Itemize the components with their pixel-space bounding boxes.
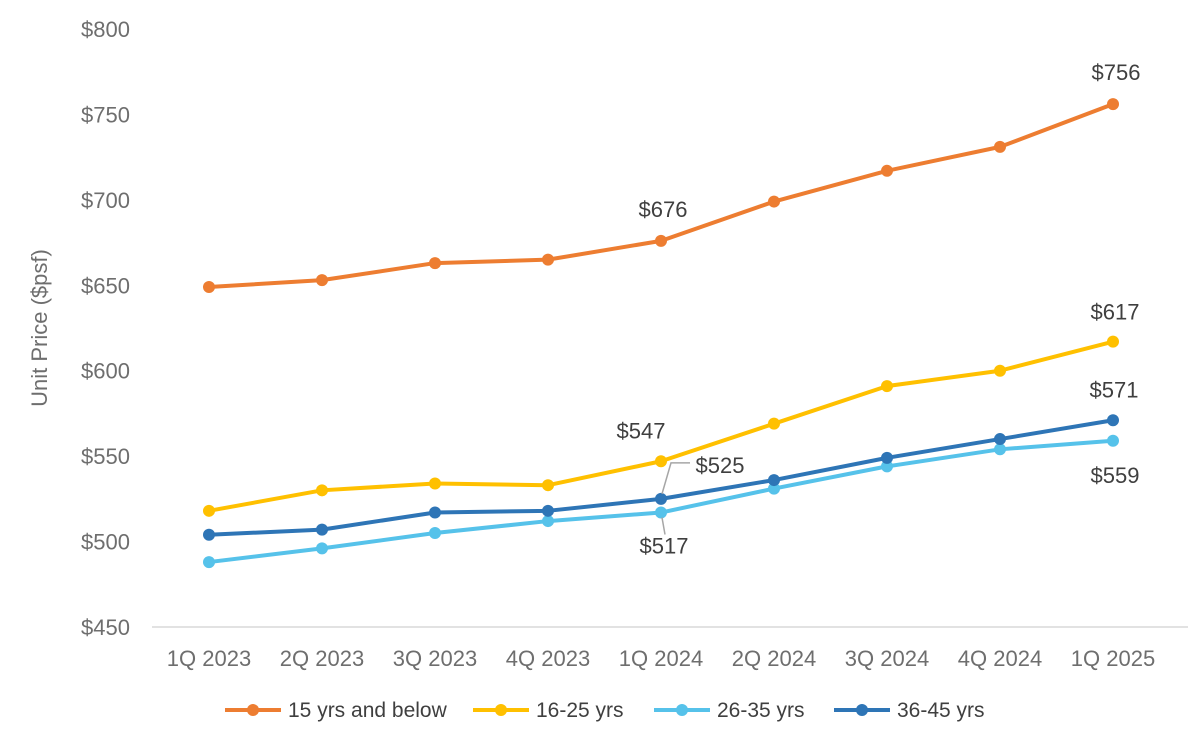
y-tick-label: $650 <box>81 273 130 298</box>
chart-plot-area: $450 $500 $550 $600 $650 $700 $750 $800 1Q 2023 2… <box>81 17 1188 722</box>
data-point <box>542 504 554 517</box>
series-line-15-yrs-and-below <box>207 102 1115 289</box>
data-label: $571 <box>1090 377 1139 402</box>
x-tick-label: 1Q 2024 <box>619 646 703 671</box>
y-tick-label: $550 <box>81 444 130 469</box>
legend-marker-dot <box>495 704 507 716</box>
data-point <box>1107 98 1119 111</box>
data-point <box>994 443 1006 456</box>
y-tick-label: $500 <box>81 530 130 555</box>
legend-label-16-25-yrs: 16-25 yrs <box>536 699 624 722</box>
x-tick-label: 2Q 2023 <box>280 646 364 671</box>
y-tick-label: $450 <box>81 615 130 640</box>
y-tick-label: $700 <box>81 188 130 213</box>
data-point <box>994 364 1006 377</box>
data-label: $525 <box>696 453 745 478</box>
legend-label-15-yrs-and-below: 15 yrs and below <box>288 699 448 722</box>
data-point <box>1107 414 1119 427</box>
data-point <box>203 528 215 541</box>
data-point <box>655 492 667 505</box>
x-tick-label: 1Q 2025 <box>1071 646 1155 671</box>
data-point <box>768 195 780 208</box>
data-point <box>768 482 780 495</box>
data-point <box>542 515 554 528</box>
data-point <box>429 477 441 490</box>
data-point <box>203 504 215 517</box>
data-point <box>768 417 780 430</box>
data-point <box>429 527 441 540</box>
legend-label-26-35-yrs: 26-35 yrs <box>717 699 805 722</box>
legend-marker-dot <box>247 704 259 716</box>
data-point <box>1107 335 1119 348</box>
data-point <box>768 474 780 487</box>
y-tick-label: $750 <box>81 102 130 127</box>
legend-marker-dot <box>676 704 688 716</box>
data-point <box>881 451 893 464</box>
data-point <box>429 506 441 519</box>
data-label: $617 <box>1091 300 1140 325</box>
data-point <box>316 523 328 536</box>
data-label: $559 <box>1091 463 1140 488</box>
data-point <box>203 556 215 569</box>
data-point <box>429 257 441 270</box>
data-point <box>316 484 328 497</box>
data-label: $676 <box>639 197 688 222</box>
x-tick-label: 3Q 2023 <box>393 646 477 671</box>
data-point <box>655 455 667 468</box>
annotation-leader-line <box>661 517 666 535</box>
x-tick-label: 4Q 2024 <box>958 646 1042 671</box>
data-point <box>542 479 554 492</box>
data-point <box>655 506 667 519</box>
data-label: $517 <box>640 534 689 559</box>
data-label: $756 <box>1092 60 1141 85</box>
legend-marker-dot <box>856 704 868 716</box>
data-point <box>881 380 893 393</box>
x-tick-label: 2Q 2024 <box>732 646 816 671</box>
y-axis-title: Unit Price ($psf) <box>27 249 52 407</box>
data-point <box>542 253 554 266</box>
data-point <box>994 140 1006 153</box>
data-point <box>203 280 215 293</box>
data-point <box>1107 434 1119 447</box>
y-tick-label: $800 <box>81 17 130 42</box>
x-tick-label: 4Q 2023 <box>506 646 590 671</box>
data-point <box>655 234 667 247</box>
data-point <box>881 164 893 177</box>
data-point <box>316 274 328 287</box>
data-point <box>994 433 1006 446</box>
data-label: $547 <box>617 418 666 443</box>
x-tick-label: 1Q 2023 <box>167 646 251 671</box>
y-tick-label: $600 <box>81 359 130 384</box>
x-tick-label: 3Q 2024 <box>845 646 929 671</box>
data-point <box>881 460 893 473</box>
data-point <box>316 542 328 555</box>
annotation-leader-line <box>661 462 690 495</box>
legend-label-36-45-yrs: 36-45 yrs <box>897 699 985 722</box>
